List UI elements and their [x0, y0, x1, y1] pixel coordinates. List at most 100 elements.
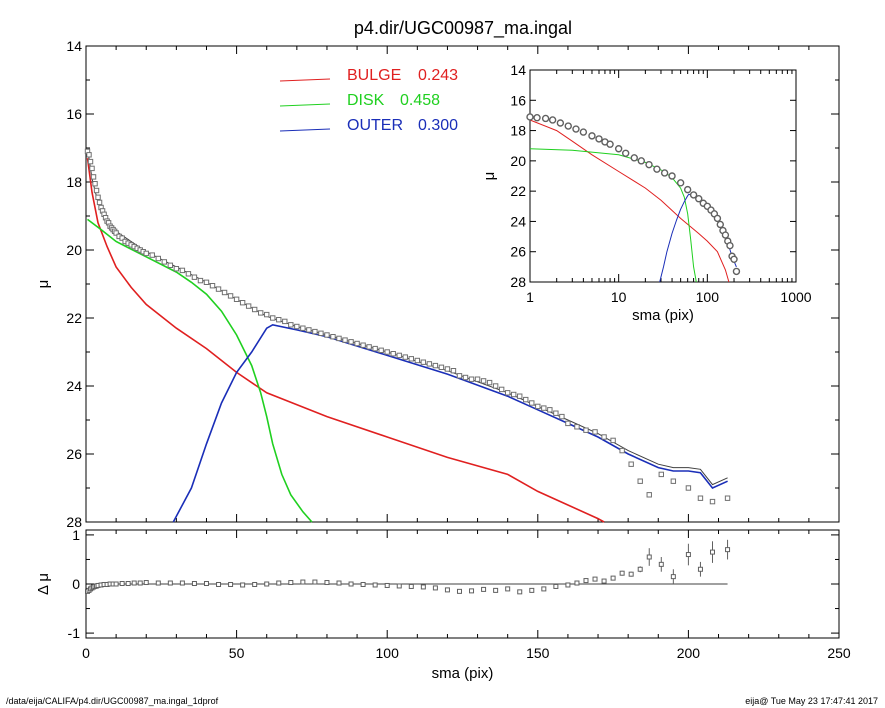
data-point [670, 478, 677, 484]
series-line-disk [87, 218, 313, 523]
main-ytick-label: 22 [66, 310, 82, 326]
data-point [294, 323, 300, 330]
data-point [378, 347, 384, 354]
residual-point [240, 582, 246, 588]
inset-data-point [621, 149, 630, 157]
data-point [468, 376, 475, 382]
residual-ytick-label: 1 [72, 527, 80, 543]
residual-point [252, 581, 258, 587]
data-point [324, 332, 330, 338]
residual-point [336, 580, 342, 586]
data-point [143, 250, 149, 257]
data-point [155, 255, 161, 262]
inset-data-point [653, 165, 661, 173]
data-point [553, 410, 559, 416]
inset-data-point [606, 140, 614, 148]
inset-data-point [572, 125, 580, 133]
data-point [697, 495, 704, 501]
data-point [480, 378, 487, 384]
data-point [264, 311, 270, 318]
data-point [486, 379, 493, 386]
data-point [342, 337, 348, 343]
inset-xtick-label: 100 [696, 289, 720, 305]
residual-point [574, 580, 580, 586]
inset-ytick-label: 22 [510, 183, 526, 199]
data-point [517, 393, 523, 399]
residual-point [167, 580, 173, 586]
residual-y-axis-label: Δ μ [35, 573, 52, 595]
inset-ytick-label: 20 [510, 153, 526, 169]
data-point [221, 289, 228, 296]
data-point [474, 376, 481, 382]
inset-data-point [695, 195, 703, 203]
data-point [209, 283, 216, 289]
residual-point [583, 578, 589, 584]
inset-data-point [614, 145, 623, 153]
legend-value-outer: 0.300 [418, 117, 458, 134]
data-point [541, 405, 547, 411]
residual-point [276, 580, 282, 586]
inset-ytick-label: 24 [510, 213, 526, 229]
data-point [450, 368, 457, 374]
data-point [90, 174, 97, 180]
residual-point [137, 580, 143, 586]
data-point [592, 429, 598, 435]
legend-label-outer: OUTER [347, 117, 403, 134]
residual-xtick-label: 100 [376, 645, 400, 661]
residual-point [637, 566, 643, 572]
residual-point [324, 580, 330, 586]
legend-line-disk [279, 103, 331, 107]
residual-point [348, 581, 354, 587]
data-point [535, 403, 541, 410]
inset-panel: 14 16 18 20 22 24 26 281 10 100 1000 sma (pix) μ [481, 62, 812, 324]
data-point [709, 498, 716, 505]
residual-point [179, 580, 185, 586]
data-point [173, 266, 180, 272]
data-point [390, 351, 396, 357]
main-ytick-label: 24 [66, 378, 82, 394]
inset-data-point [564, 122, 572, 130]
data-point [288, 322, 294, 328]
data-point [197, 277, 204, 284]
data-point [270, 315, 276, 321]
data-point [498, 386, 505, 393]
residual-point [493, 587, 499, 593]
data-point [583, 427, 589, 433]
residual-point [601, 578, 607, 584]
residual-point [444, 587, 450, 593]
residual-point [372, 582, 378, 588]
residual-point [709, 549, 715, 555]
residual-point [119, 581, 125, 587]
residual-point [113, 581, 119, 587]
inset-series-line-disk [529, 148, 697, 283]
data-point [637, 478, 643, 484]
residual-point [646, 554, 652, 560]
inset-data-point [676, 179, 685, 187]
residual-point [481, 586, 487, 592]
residual-point [216, 581, 222, 587]
inset-x-axis-label: sma (pix) [632, 307, 694, 324]
legend-value-disk: 0.458 [400, 92, 440, 109]
inset-data-point [716, 220, 724, 229]
data-point [306, 327, 312, 333]
data-point [336, 335, 342, 342]
inset-data-point [730, 255, 738, 263]
data-point [354, 340, 360, 347]
legend-line-outer [279, 128, 331, 132]
residual-point [565, 582, 571, 588]
residual-ytick-label: -1 [68, 625, 81, 641]
inset-data-point [579, 128, 588, 136]
residual-point [420, 584, 426, 590]
residual-point [456, 588, 462, 594]
data-point [444, 366, 451, 372]
data-point [167, 262, 174, 269]
residual-point [384, 582, 390, 588]
residual-point [432, 585, 438, 591]
residual-xtick-label: 200 [677, 645, 701, 661]
inset-data-point [630, 154, 638, 162]
data-point [113, 230, 119, 236]
footer-timestamp: eija@ Tue May 23 17:47:41 2017 [745, 696, 878, 706]
inset-data-point [689, 191, 698, 199]
data-point [330, 334, 336, 340]
residual-point [155, 580, 161, 586]
